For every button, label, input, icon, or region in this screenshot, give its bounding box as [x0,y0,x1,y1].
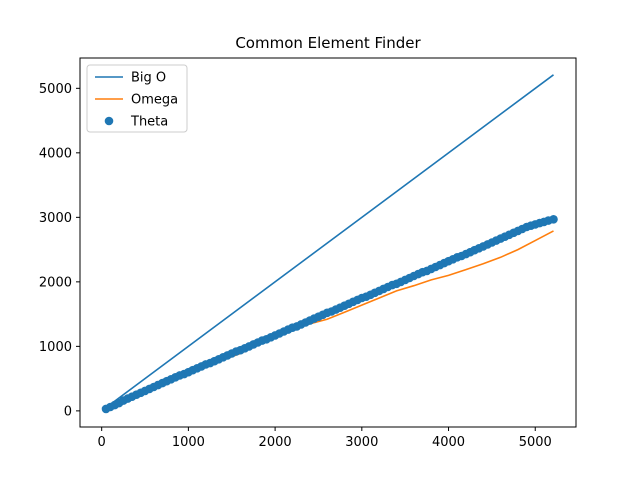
legend-label: Big O [131,71,166,86]
legend-swatch [104,116,114,126]
y-tick-label: 3000 [39,211,72,226]
x-tick-label: 1000 [172,435,205,450]
axis-ticks: 0 1000 2000 3000 4000 5000 0 1000 2000 3000 4000 50… [39,82,552,450]
x-tick-label: 2000 [259,435,292,450]
y-tick-label: 5000 [39,82,72,97]
series-line-big-o [105,74,554,409]
y-tick-label: 4000 [39,146,72,161]
chart-title: Common Element Finder [235,34,421,52]
legend: Big O Omega Theta [86,64,188,133]
y-tick-label: 0 [64,404,72,419]
plot-area [101,74,558,414]
y-tick-label: 2000 [39,275,72,290]
axes-frame [79,57,577,428]
legend-label: Omega [131,93,178,108]
x-tick-label: 3000 [345,435,378,450]
x-tick-label: 4000 [432,435,465,450]
scatter-point [549,215,558,224]
y-tick-label: 1000 [39,340,72,355]
x-tick-label: 0 [98,435,106,450]
legend-label: Theta [130,115,168,130]
x-tick-label: 5000 [519,435,552,450]
legend-box [86,64,188,133]
